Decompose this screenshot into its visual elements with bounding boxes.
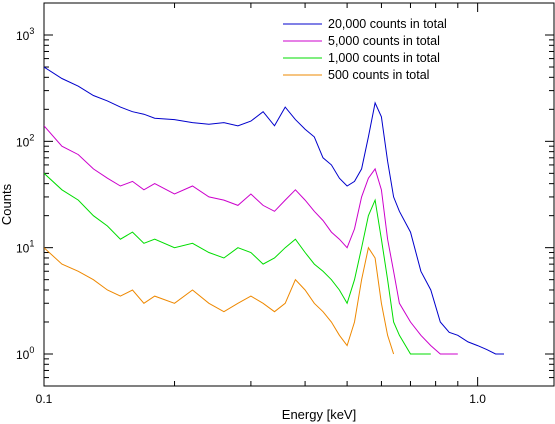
legend-label: 20,000 counts in total [328,17,447,31]
plot-frame [43,2,555,387]
x-tick-label: 0.1 [36,392,53,406]
x-axis-title: Energy [keV] [282,407,356,422]
series-line [44,66,504,355]
y-tick-label: 100 [16,345,34,362]
x-tick-label: 1.0 [469,392,486,406]
y-tick-label: 102 [16,132,34,149]
legend-label: 5,000 counts in total [328,34,440,48]
series-line [44,172,431,355]
legend-label: 500 counts in total [328,68,429,82]
series-line [44,125,458,355]
legend-label: 1,000 counts in total [328,51,440,65]
series-line [44,246,395,355]
y-axis-title: Counts [0,183,14,225]
series-group [44,66,504,355]
y-tick-label: 101 [16,239,34,256]
y-tick-label: 103 [16,26,34,43]
